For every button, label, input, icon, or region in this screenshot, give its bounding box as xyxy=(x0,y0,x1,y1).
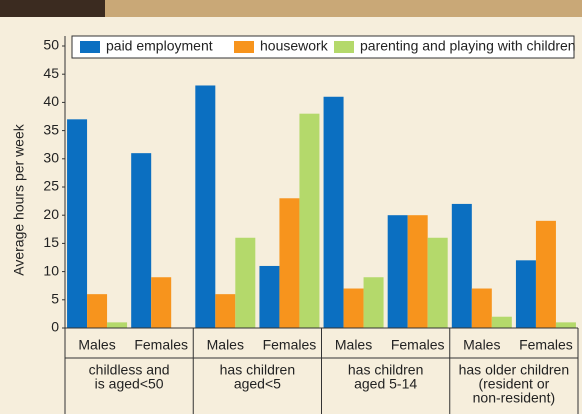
legend-label: parenting and playing with children xyxy=(360,38,576,54)
group-label: aged 5-14 xyxy=(354,376,417,392)
y-tick-label: 30 xyxy=(43,150,59,166)
group-label: (resident or xyxy=(478,376,549,392)
bar xyxy=(555,322,576,328)
group-label: aged<5 xyxy=(234,376,281,392)
legend-swatch xyxy=(334,41,354,53)
bar xyxy=(363,277,384,328)
y-tick-label: 20 xyxy=(43,206,59,222)
bar xyxy=(215,294,236,328)
y-tick-label: 15 xyxy=(43,234,59,250)
y-tick-label: 0 xyxy=(51,319,59,335)
bar xyxy=(235,237,256,328)
bar xyxy=(195,85,216,328)
bar xyxy=(471,288,492,328)
group-label: non-resident) xyxy=(473,390,556,406)
bar xyxy=(407,215,428,328)
bar xyxy=(259,265,280,328)
y-tick-label: 10 xyxy=(43,262,59,278)
legend-swatch xyxy=(234,41,254,53)
group-label: has children xyxy=(220,362,296,378)
x-tick-label: Females xyxy=(263,337,317,353)
x-tick-label: Males xyxy=(78,337,115,353)
y-axis-title: Average hours per week xyxy=(11,123,27,275)
bar xyxy=(491,316,512,328)
header-left xyxy=(0,0,105,17)
bar xyxy=(343,288,364,328)
bar xyxy=(515,260,536,328)
bar xyxy=(131,153,152,328)
legend-label: paid employment xyxy=(106,38,213,54)
x-tick-label: Females xyxy=(391,337,445,353)
bar xyxy=(451,203,472,328)
y-tick-label: 5 xyxy=(51,291,59,307)
group-label: is aged<50 xyxy=(95,376,164,392)
bar xyxy=(323,96,344,328)
y-tick-label: 35 xyxy=(43,121,59,137)
bar xyxy=(67,119,88,328)
bar xyxy=(107,322,128,328)
x-tick-label: Males xyxy=(463,337,500,353)
y-tick-label: 50 xyxy=(43,37,59,53)
header-band xyxy=(105,0,582,17)
x-tick-label: Males xyxy=(335,337,372,353)
legend-label: housework xyxy=(260,38,329,54)
group-label: has older children xyxy=(459,362,570,378)
bar xyxy=(151,277,172,328)
group-label: childless and xyxy=(89,362,170,378)
bar xyxy=(387,215,408,328)
x-tick-label: Males xyxy=(207,337,244,353)
bar xyxy=(535,220,556,328)
bar xyxy=(299,113,320,329)
bar xyxy=(87,294,108,328)
bar xyxy=(427,237,448,328)
x-tick-label: Females xyxy=(519,337,573,353)
legend-box xyxy=(71,35,575,59)
x-tick-label: Females xyxy=(134,337,188,353)
legend-swatch xyxy=(80,41,100,53)
bar xyxy=(279,198,300,328)
y-tick-label: 45 xyxy=(43,65,59,81)
y-tick-label: 25 xyxy=(43,178,59,194)
y-tick-label: 40 xyxy=(43,93,59,109)
group-label: has children xyxy=(348,362,424,378)
